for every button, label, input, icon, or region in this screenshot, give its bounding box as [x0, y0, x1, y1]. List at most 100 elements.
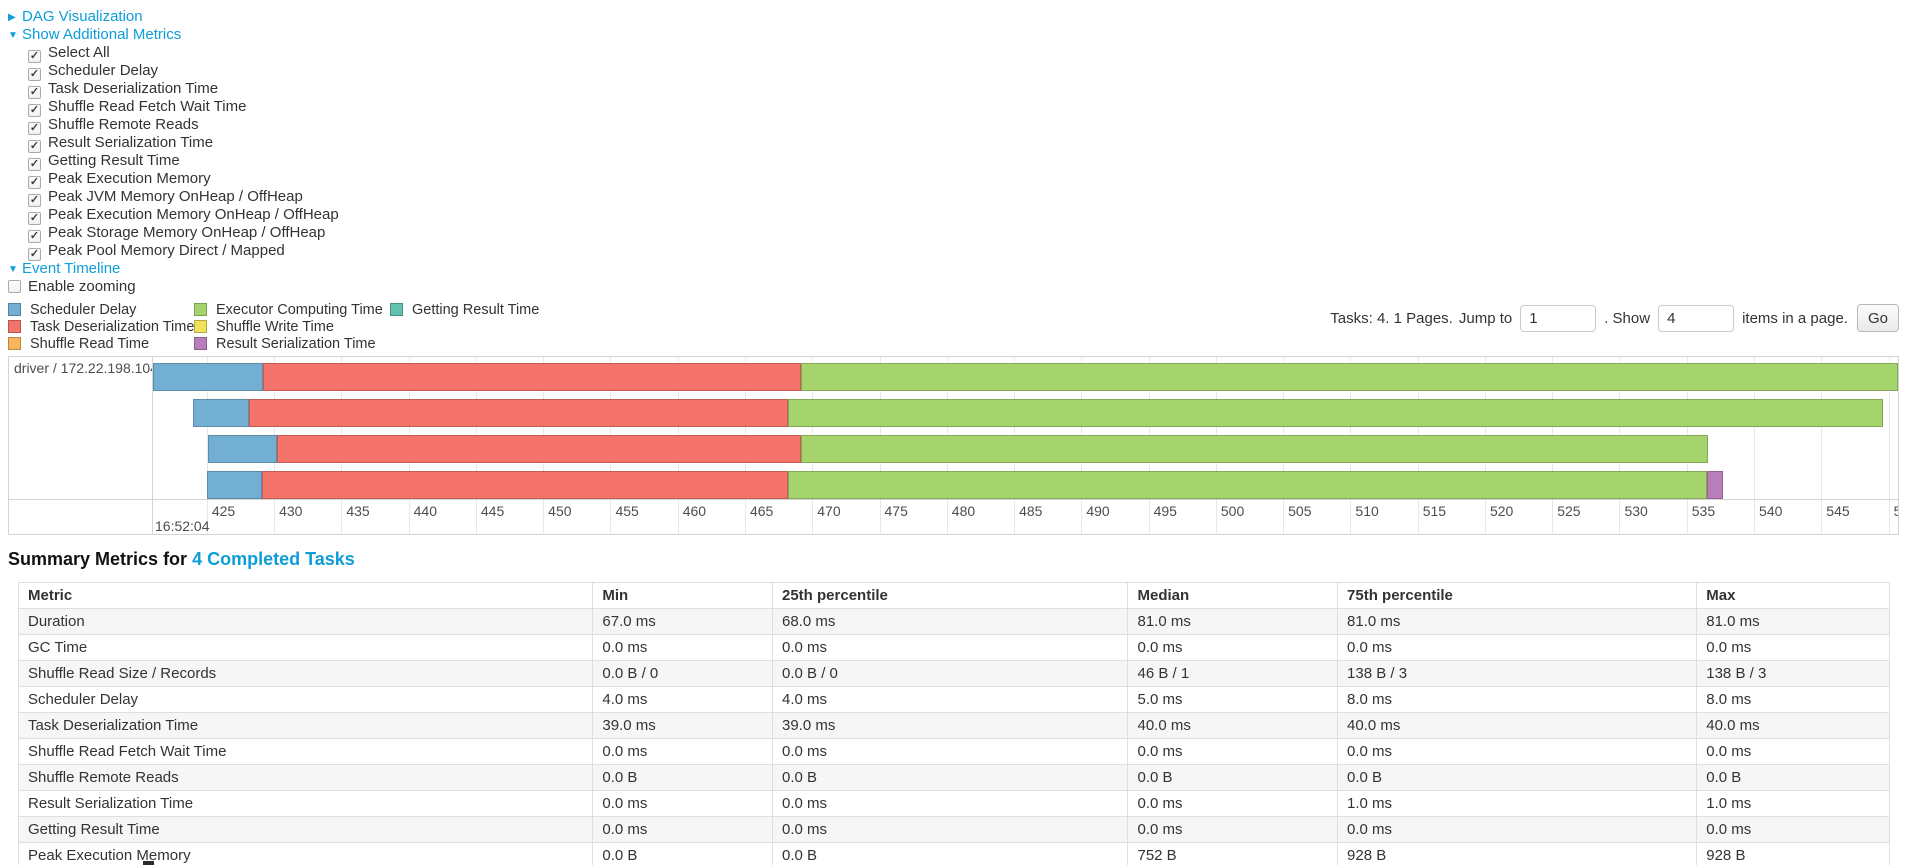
metric-checkbox-label: Select All — [48, 44, 110, 61]
metric-checkbox-row[interactable]: Scheduler Delay — [8, 62, 1907, 81]
axis-tick-label: 485 — [1019, 503, 1043, 519]
metric-value-cell: 0.0 B — [771, 764, 1129, 791]
metric-value-cell: 0.0 ms — [1696, 634, 1890, 661]
section-toggle-additional-metrics[interactable]: Show Additional Metrics — [8, 26, 1907, 44]
metric-checkbox-row[interactable]: Peak Storage Memory OnHeap / OffHeap — [8, 224, 1907, 243]
task-segment-scheduler-delay[interactable] — [153, 363, 264, 391]
metric-name-cell: Shuffle Remote Reads — [17, 764, 594, 791]
metric-value-cell: 0.0 ms — [592, 790, 773, 817]
metric-value-cell: 8.0 ms — [1696, 686, 1890, 713]
legend-swatch-icon — [194, 320, 207, 333]
section-toggle-event-timeline[interactable]: Event Timeline — [8, 260, 1907, 278]
axis-tick-label: 460 — [682, 503, 707, 519]
enable-zooming-row[interactable]: Enable zooming — [8, 278, 1907, 296]
metric-checkbox[interactable] — [28, 140, 41, 153]
legend-label: Getting Result Time — [412, 302, 540, 318]
axis-tick-label: 530 — [1624, 503, 1648, 519]
items-per-page-input[interactable] — [1658, 304, 1735, 332]
task-segment-executor-computing[interactable] — [801, 435, 1709, 463]
metric-checkbox-row[interactable]: Task Deserialization Time — [8, 80, 1907, 99]
metric-checkbox[interactable] — [28, 212, 41, 225]
metric-checkbox[interactable] — [28, 194, 41, 207]
metric-checkbox-row[interactable]: Shuffle Read Fetch Wait Time — [8, 98, 1907, 117]
axis-separator-line — [9, 499, 1898, 500]
metric-checkbox[interactable] — [28, 248, 41, 261]
task-segment-scheduler-delay[interactable] — [206, 471, 262, 499]
axis-tick-label: 475 — [884, 503, 908, 519]
task-timeline-row — [153, 435, 1898, 463]
metric-checkbox-row[interactable]: Peak JVM Memory OnHeap / OffHeap — [8, 188, 1907, 207]
metric-value-cell: 0.0 ms — [1127, 790, 1339, 817]
completed-tasks-link[interactable]: 4 Completed Tasks — [192, 549, 355, 569]
task-segment-scheduler-delay[interactable] — [193, 399, 249, 427]
axis-tick-label: 500 — [1220, 503, 1245, 519]
section-toggle-dag-visualization[interactable]: DAG Visualization — [8, 8, 1907, 26]
task-segment-executor-computing[interactable] — [801, 363, 1898, 391]
metric-checkbox-row[interactable]: Select All — [8, 44, 1907, 63]
axis-tick-label: 520 — [1489, 503, 1514, 519]
enable-zooming-checkbox[interactable] — [8, 280, 21, 293]
metric-checkbox[interactable] — [28, 104, 41, 117]
gridline — [1081, 500, 1083, 534]
metric-checkbox[interactable] — [28, 68, 41, 81]
summary-table-row: GC Time 0.0 ms 0.0 ms 0.0 ms 0.0 ms 0.0 ms — [17, 634, 1890, 661]
task-segment-executor-computing[interactable] — [788, 399, 1884, 427]
axis-tick-label: 505 — [1288, 503, 1312, 519]
task-segment-result-serialization[interactable] — [1706, 471, 1724, 499]
metric-value-cell: 40.0 ms — [1696, 712, 1890, 739]
metric-value-cell: 0.0 ms — [592, 816, 773, 843]
dag-visualization-link[interactable]: DAG Visualization — [22, 8, 143, 25]
metric-checkbox-row[interactable]: Result Serialization Time — [8, 134, 1907, 153]
go-button[interactable]: Go — [1856, 304, 1899, 332]
legend-column: Getting Result Time — [390, 302, 539, 353]
metric-value-cell: 0.0 B — [1696, 764, 1890, 791]
metric-name-cell: Getting Result Time — [17, 816, 594, 843]
metric-checkbox[interactable] — [28, 176, 41, 189]
metric-checkbox[interactable] — [28, 158, 41, 171]
metric-checkbox[interactable] — [28, 86, 41, 99]
metric-checkbox[interactable] — [28, 122, 41, 135]
metric-value-cell: 40.0 ms — [1337, 712, 1698, 739]
axis-tick-label: 440 — [413, 503, 437, 519]
summary-table-row: Duration 67.0 ms 68.0 ms 81.0 ms 81.0 ms 81.0… — [17, 608, 1890, 635]
gridline — [408, 500, 410, 534]
axis-tick-label: 445 — [480, 503, 505, 519]
metric-checkbox[interactable] — [28, 50, 41, 63]
metric-value-cell: 928 B — [1337, 842, 1698, 865]
metric-name-cell: Shuffle Read Size / Records — [17, 660, 594, 687]
axis-tick-label: 535 — [1691, 503, 1716, 519]
metric-checkbox-row[interactable]: Peak Execution Memory — [8, 170, 1907, 189]
metric-checkbox[interactable] — [28, 230, 41, 243]
task-segment-executor-computing[interactable] — [788, 471, 1707, 499]
timeline-plot-area — [153, 357, 1898, 500]
pagination-info: Tasks: 4. 1 Pages. — [1330, 309, 1453, 327]
task-segment-scheduler-delay[interactable] — [208, 435, 277, 463]
col-header-25th: 25th percentile — [771, 582, 1129, 609]
event-timeline-chart: driver / 172.22.198.104 425 430 435 440 445 4… — [8, 356, 1899, 535]
task-segment-task-deserialization[interactable] — [261, 471, 789, 499]
metric-checkbox-row[interactable]: Getting Result Time — [8, 152, 1907, 171]
metric-value-cell: 752 B — [1127, 842, 1339, 865]
metric-value-cell: 39.0 ms — [592, 712, 773, 739]
metric-checkbox-label: Peak Execution Memory OnHeap / OffHeap — [48, 206, 339, 223]
metric-value-cell: 5.0 ms — [1127, 686, 1339, 713]
gridline — [1417, 500, 1419, 534]
gridline — [1754, 357, 1756, 500]
metric-checkbox-label: Peak Storage Memory OnHeap / OffHeap — [48, 224, 326, 241]
task-segment-task-deserialization[interactable] — [276, 435, 802, 463]
event-timeline-link[interactable]: Event Timeline — [22, 260, 121, 277]
metric-checkbox-row[interactable]: Shuffle Remote Reads — [8, 116, 1907, 135]
metric-value-cell: 0.0 B — [1337, 764, 1698, 791]
metric-value-cell: 0.0 B — [592, 764, 773, 791]
task-segment-task-deserialization[interactable] — [248, 399, 789, 427]
metric-checkbox-row[interactable]: Peak Pool Memory Direct / Mapped — [8, 242, 1907, 261]
metric-value-cell: 67.0 ms — [592, 608, 773, 635]
show-additional-metrics-link[interactable]: Show Additional Metrics — [22, 26, 182, 43]
metric-value-cell: 0.0 ms — [771, 790, 1129, 817]
gridline — [341, 357, 343, 500]
task-segment-task-deserialization[interactable] — [263, 363, 802, 391]
axis-tick-label: 455 — [615, 503, 639, 519]
jump-to-page-input[interactable] — [1520, 304, 1597, 332]
metric-checkbox-row[interactable]: Peak Execution Memory OnHeap / OffHeap — [8, 206, 1907, 225]
